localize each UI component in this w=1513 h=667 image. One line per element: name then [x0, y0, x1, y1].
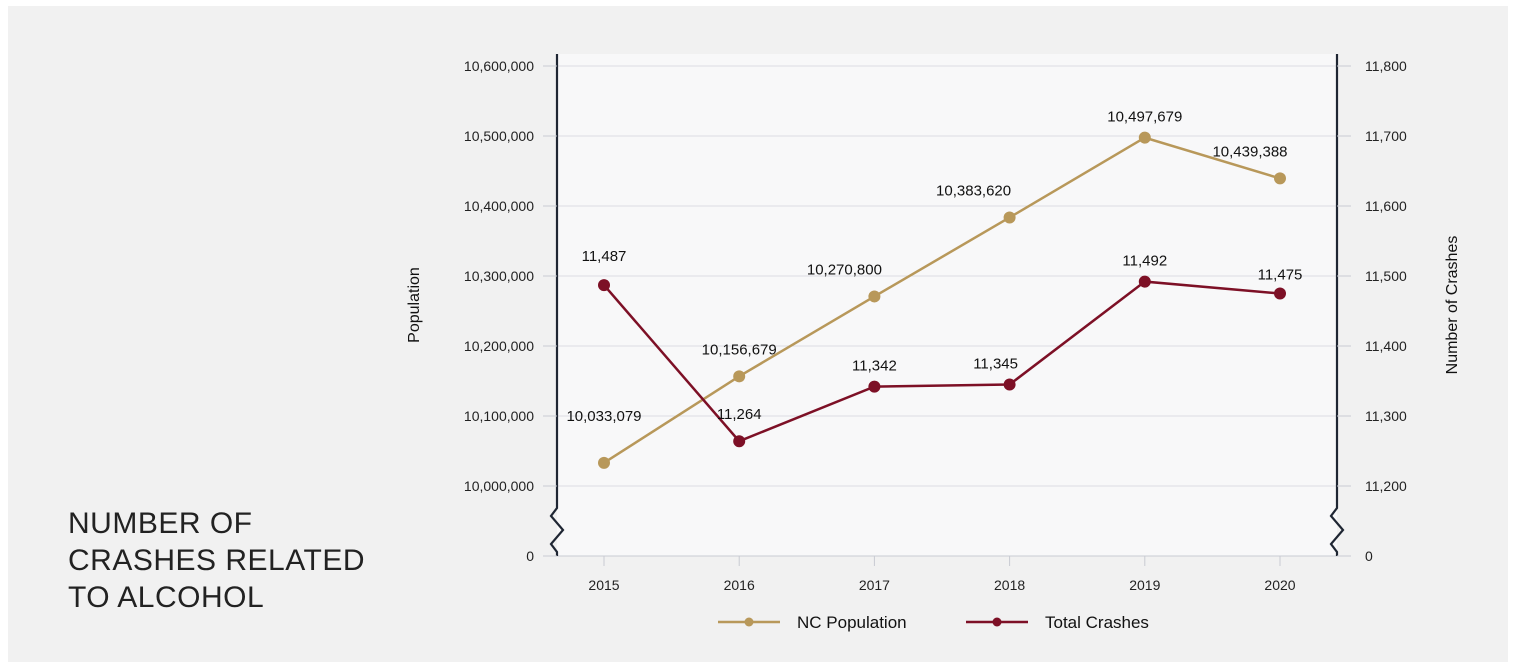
data-label: 11,342	[852, 358, 897, 375]
y-tick-label: 10,500,000	[464, 128, 534, 144]
population-point	[868, 290, 881, 303]
data-label: 10,439,388	[1212, 143, 1287, 160]
x-tick-label: 2015	[588, 577, 619, 593]
legend-marker	[744, 617, 754, 627]
data-label: 11,492	[1122, 253, 1167, 270]
y2-tick-label: 0	[1365, 548, 1373, 564]
y2-axis-label: Number of Crashes	[1444, 236, 1461, 375]
population-point	[1003, 211, 1016, 224]
y2-tick-label: 11,300	[1365, 408, 1407, 424]
population-point	[1138, 131, 1151, 144]
y2-tick-label: 11,200	[1365, 478, 1407, 494]
axes	[543, 54, 1351, 557]
y2-tick-label: 11,800	[1365, 58, 1407, 74]
legend-marker	[992, 617, 1002, 627]
crashes-point	[868, 380, 881, 393]
y2-tick-label: 11,400	[1365, 338, 1407, 354]
chart-title: NUMBER OF CRASHES RELATED TO ALCOHOL	[68, 507, 366, 614]
legend-label: Total Crashes	[1045, 613, 1149, 632]
x-tick-label: 2018	[994, 577, 1025, 593]
crashes-point	[598, 279, 610, 292]
data-label: 11,475	[1258, 267, 1303, 284]
data-label: 10,497,679	[1107, 109, 1182, 126]
gridlines	[557, 65, 1337, 487]
y2-tick-label: 11,700	[1365, 128, 1407, 144]
x-tick-label: 2017	[859, 577, 890, 593]
y2-axis-line	[1329, 54, 1345, 556]
series-group: 10,033,079 10,156,679 10,270,800 10,383,620…	[566, 109, 1302, 469]
y-tick-label: 10,600,000	[464, 58, 534, 74]
data-label: 10,383,620	[936, 182, 1011, 199]
y2-axis-ticks: 0 11,200 11,300 11,400 11,500 11,600 11,700 11,…	[1337, 58, 1407, 564]
legend-label: NC Population	[797, 613, 907, 632]
y-tick-label: 10,300,000	[464, 268, 534, 284]
crashes-point	[1003, 378, 1016, 391]
x-tick-label: 2016	[724, 577, 755, 593]
y-tick-label: 10,400,000	[464, 198, 534, 214]
y-axis-ticks: 0 10,000,000 10,100,000 10,200,000 10,300,00…	[464, 58, 557, 564]
y-axis-label: Population	[406, 267, 423, 343]
plot-area	[557, 54, 1337, 556]
y2-tick-label: 11,500	[1365, 268, 1407, 284]
crashes-point	[733, 435, 746, 448]
crashes-point	[1138, 275, 1151, 288]
data-label: 11,264	[717, 406, 762, 423]
data-label: 11,487	[582, 248, 627, 265]
data-label: 10,033,079	[566, 408, 641, 425]
population-point	[598, 456, 610, 469]
data-label: 11,345	[973, 356, 1018, 373]
crashes-line	[603, 280, 1281, 443]
y2-tick-label: 11,600	[1365, 198, 1407, 214]
y-axis-line	[549, 54, 565, 556]
data-label: 10,156,679	[702, 341, 777, 358]
crashes-point	[1274, 287, 1286, 300]
y-tick-label: 10,000,000	[464, 478, 534, 494]
x-tick-label: 2019	[1129, 577, 1160, 593]
data-label: 10,270,800	[807, 261, 882, 278]
y-tick-label: 10,200,000	[464, 338, 534, 354]
y-tick-label: 0	[526, 548, 534, 564]
population-point	[733, 370, 746, 383]
legend: NC Population Total Crashes	[718, 613, 1149, 632]
population-line	[603, 136, 1281, 464]
y-tick-label: 10,100,000	[464, 408, 534, 424]
x-tick-label: 2020	[1264, 577, 1295, 593]
population-point	[1274, 172, 1286, 185]
x-axis-ticks: 2015 2016 2017 2018 2019 2020	[588, 556, 1296, 593]
